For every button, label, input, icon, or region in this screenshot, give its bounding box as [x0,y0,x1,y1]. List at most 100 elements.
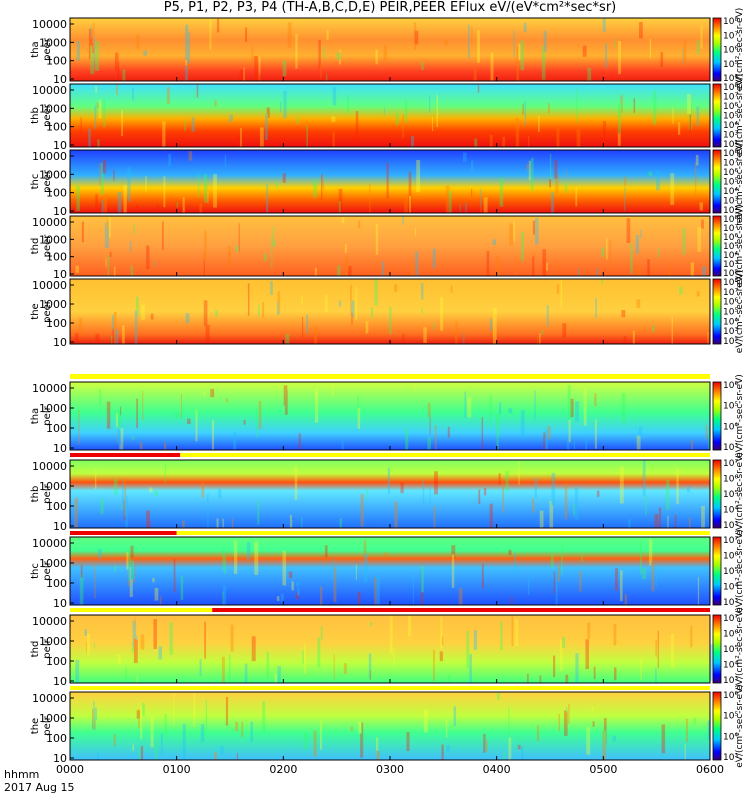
x-tick-label: 0000 [56,763,84,776]
y-tick-label: 10000 [32,150,67,163]
colorbar-tick-label: 10⁵ [723,567,738,577]
y-tick-label: 10 [53,752,67,765]
y-tick-label: 10 [53,205,67,218]
y-tick-label: 100 [46,732,67,745]
panel-tha-peir: 10 100 1000 10000 tha peir 10³ 10⁴ 10⁵ 10⁶eV/(cm²… [30,374,745,458]
y-tick-label: 10000 [32,460,67,473]
spectrogram-thc-peer [70,150,710,213]
colorbar-thb-peir [712,459,722,529]
panel-species-label: peer [42,103,53,127]
colorbar-tick-label: 10³ [723,443,738,453]
colorbar-tha-peer [712,17,722,82]
y-tick-label: 10 [53,336,67,349]
y-tick-label: 100 [46,577,67,590]
colorbar-tick-label: 10³ [723,131,738,141]
quality-flag-band [180,453,710,457]
colorbar-tick-label: 10⁴ [723,583,738,593]
spectrogram-thc-peir [70,537,710,605]
quality-flag-band [70,531,177,535]
colorbar-tick-label: 10⁵ [723,712,738,722]
y-tick-label: 1000 [39,557,67,570]
spectrogram-texture [76,18,703,81]
colorbar-tick-label: 10⁴ [723,422,738,432]
y-tick-label: 10000 [32,279,67,292]
y-tick-label: 10000 [32,84,67,97]
spectrogram-tha-peer [70,18,710,81]
colorbar-tha-peir [712,381,722,451]
colorbar-units-label: eV/(cm²-sec-sr-eV) [735,374,745,458]
colorbar-tick-label: 10⁴ [723,317,738,327]
y-tick-label: 1000 [39,298,67,311]
y-tick-label: 100 [46,187,67,200]
panel-species-label: peir [42,715,53,735]
panel-probe-label: the [30,303,41,319]
colorbar-tick-label: 10⁸ [723,149,738,159]
colorbar-units-label: eV/(cm²-sec-sr-eV) [735,140,745,224]
colorbar-tick-label: 10³ [723,676,738,686]
spectrogram-the-peir [70,692,710,760]
colorbar-tick-label: 10³ [723,197,738,207]
colorbar-tick-label: 10⁴ [723,187,738,197]
colorbar-tick-label: 10⁴ [723,74,738,84]
y-tick-label: 100 [46,317,67,330]
y-tick-label: 100 [46,251,67,264]
colorbar-tick-label: 10⁶ [723,552,738,562]
spectrogram-texture [75,279,709,344]
panel-probe-label: thb [30,486,41,503]
colorbar-the-peer [712,278,722,345]
colorbar-tick-label: 10³ [723,327,738,337]
panel-thc-peir: 10 100 1000 10000 thc peir 10³ 10⁴ 10⁵ 10⁶ 10⁷eV/(… [30,529,745,613]
colorbar-tick-label: 10⁶ [723,168,738,178]
quality-flag-band [70,686,710,690]
colorbar-units-label: eV/(cm²-sec-sr-eV) [735,270,745,354]
y-tick-label: 100 [46,500,67,513]
panel-species-label: peir [42,638,53,658]
colorbar-tick-label: 10⁶ [723,102,738,112]
y-tick-label: 1000 [39,168,67,181]
x-tick-label: 0500 [589,763,617,776]
spectrogram-texture [75,615,713,683]
y-tick-label: 1000 [39,233,67,246]
colorbar-tick-label: 10⁶ [723,691,738,701]
colorbar-units-label: eV/(cm²-sec-sr-eV) [735,684,745,768]
colorbar-tick-label: 10⁵ [723,490,738,500]
x-units-label: hhmm [4,768,40,781]
spectrogram-texture [79,539,700,605]
colorbar-tick-label: 10⁸ [723,83,738,93]
colorbar-thd-peir [712,614,722,684]
colorbar-tick-label: 10⁸ [723,17,738,27]
x-tick-label: 0200 [269,763,297,776]
colorbar-tick-label: 10² [723,140,738,150]
colorbar-tick-label: 10² [723,206,738,216]
y-tick-label: 10000 [32,537,67,550]
panel-species-label: peer [42,234,53,258]
colorbar-tick-label: 10⁶ [723,475,738,485]
colorbar-tick-label: 10⁵ [723,242,738,252]
colorbar-tick-label: 10⁷ [723,224,738,234]
spectrogram-texture [92,692,711,760]
y-tick-label: 10000 [32,615,67,628]
y-tick-label: 10 [53,268,67,281]
y-tick-label: 10 [53,442,67,455]
colorbar-tick-label: 10⁷ [723,93,738,103]
x-tick-label: 0400 [483,763,511,776]
quality-flag-band [212,608,710,612]
colorbar-tick-label: 10⁷ [723,536,738,546]
colorbar-tick-label: 10⁸ [723,215,738,225]
y-tick-label: 1000 [39,402,67,415]
panel-species-label: peir [42,405,53,425]
colorbar-tick-label: 10³ [723,521,738,531]
panel-thb-peir: 10 100 1000 10000 thb peir 10³ 10⁴ 10⁵ 10⁶ 10⁷eV/(… [30,452,745,536]
colorbar-tick-label: 10⁴ [723,506,738,516]
colorbar-tick-label: 10³ [723,260,738,270]
colorbar-tick-label: 10⁵ [723,645,738,655]
y-tick-label: 1000 [39,36,67,49]
y-tick-label: 100 [46,655,67,668]
colorbar-tick-label: 10³ [723,598,738,608]
y-tick-label: 100 [46,121,67,134]
colorbar-units-label: eV/(cm²-sec-sr-eV) [735,204,745,288]
